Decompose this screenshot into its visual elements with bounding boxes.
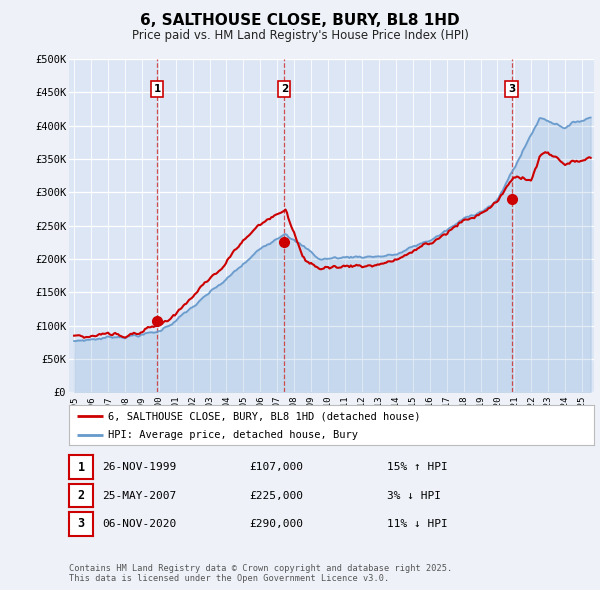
Text: 1: 1 <box>77 461 85 474</box>
Text: Contains HM Land Registry data © Crown copyright and database right 2025.
This d: Contains HM Land Registry data © Crown c… <box>69 563 452 583</box>
Text: 06-NOV-2020: 06-NOV-2020 <box>102 519 176 529</box>
Text: Price paid vs. HM Land Registry's House Price Index (HPI): Price paid vs. HM Land Registry's House … <box>131 29 469 42</box>
Text: 3: 3 <box>77 517 85 530</box>
Text: HPI: Average price, detached house, Bury: HPI: Average price, detached house, Bury <box>109 430 358 440</box>
Text: 26-NOV-1999: 26-NOV-1999 <box>102 463 176 472</box>
Text: £290,000: £290,000 <box>249 519 303 529</box>
Text: 25-MAY-2007: 25-MAY-2007 <box>102 491 176 500</box>
Text: 1: 1 <box>154 84 161 94</box>
Text: 2: 2 <box>281 84 288 94</box>
Text: 3% ↓ HPI: 3% ↓ HPI <box>387 491 441 500</box>
Text: 2: 2 <box>77 489 85 502</box>
Text: £107,000: £107,000 <box>249 463 303 472</box>
Text: 6, SALTHOUSE CLOSE, BURY, BL8 1HD: 6, SALTHOUSE CLOSE, BURY, BL8 1HD <box>140 13 460 28</box>
Text: 15% ↑ HPI: 15% ↑ HPI <box>387 463 448 472</box>
Text: 3: 3 <box>508 84 515 94</box>
Text: 6, SALTHOUSE CLOSE, BURY, BL8 1HD (detached house): 6, SALTHOUSE CLOSE, BURY, BL8 1HD (detac… <box>109 411 421 421</box>
Text: 11% ↓ HPI: 11% ↓ HPI <box>387 519 448 529</box>
Text: £225,000: £225,000 <box>249 491 303 500</box>
